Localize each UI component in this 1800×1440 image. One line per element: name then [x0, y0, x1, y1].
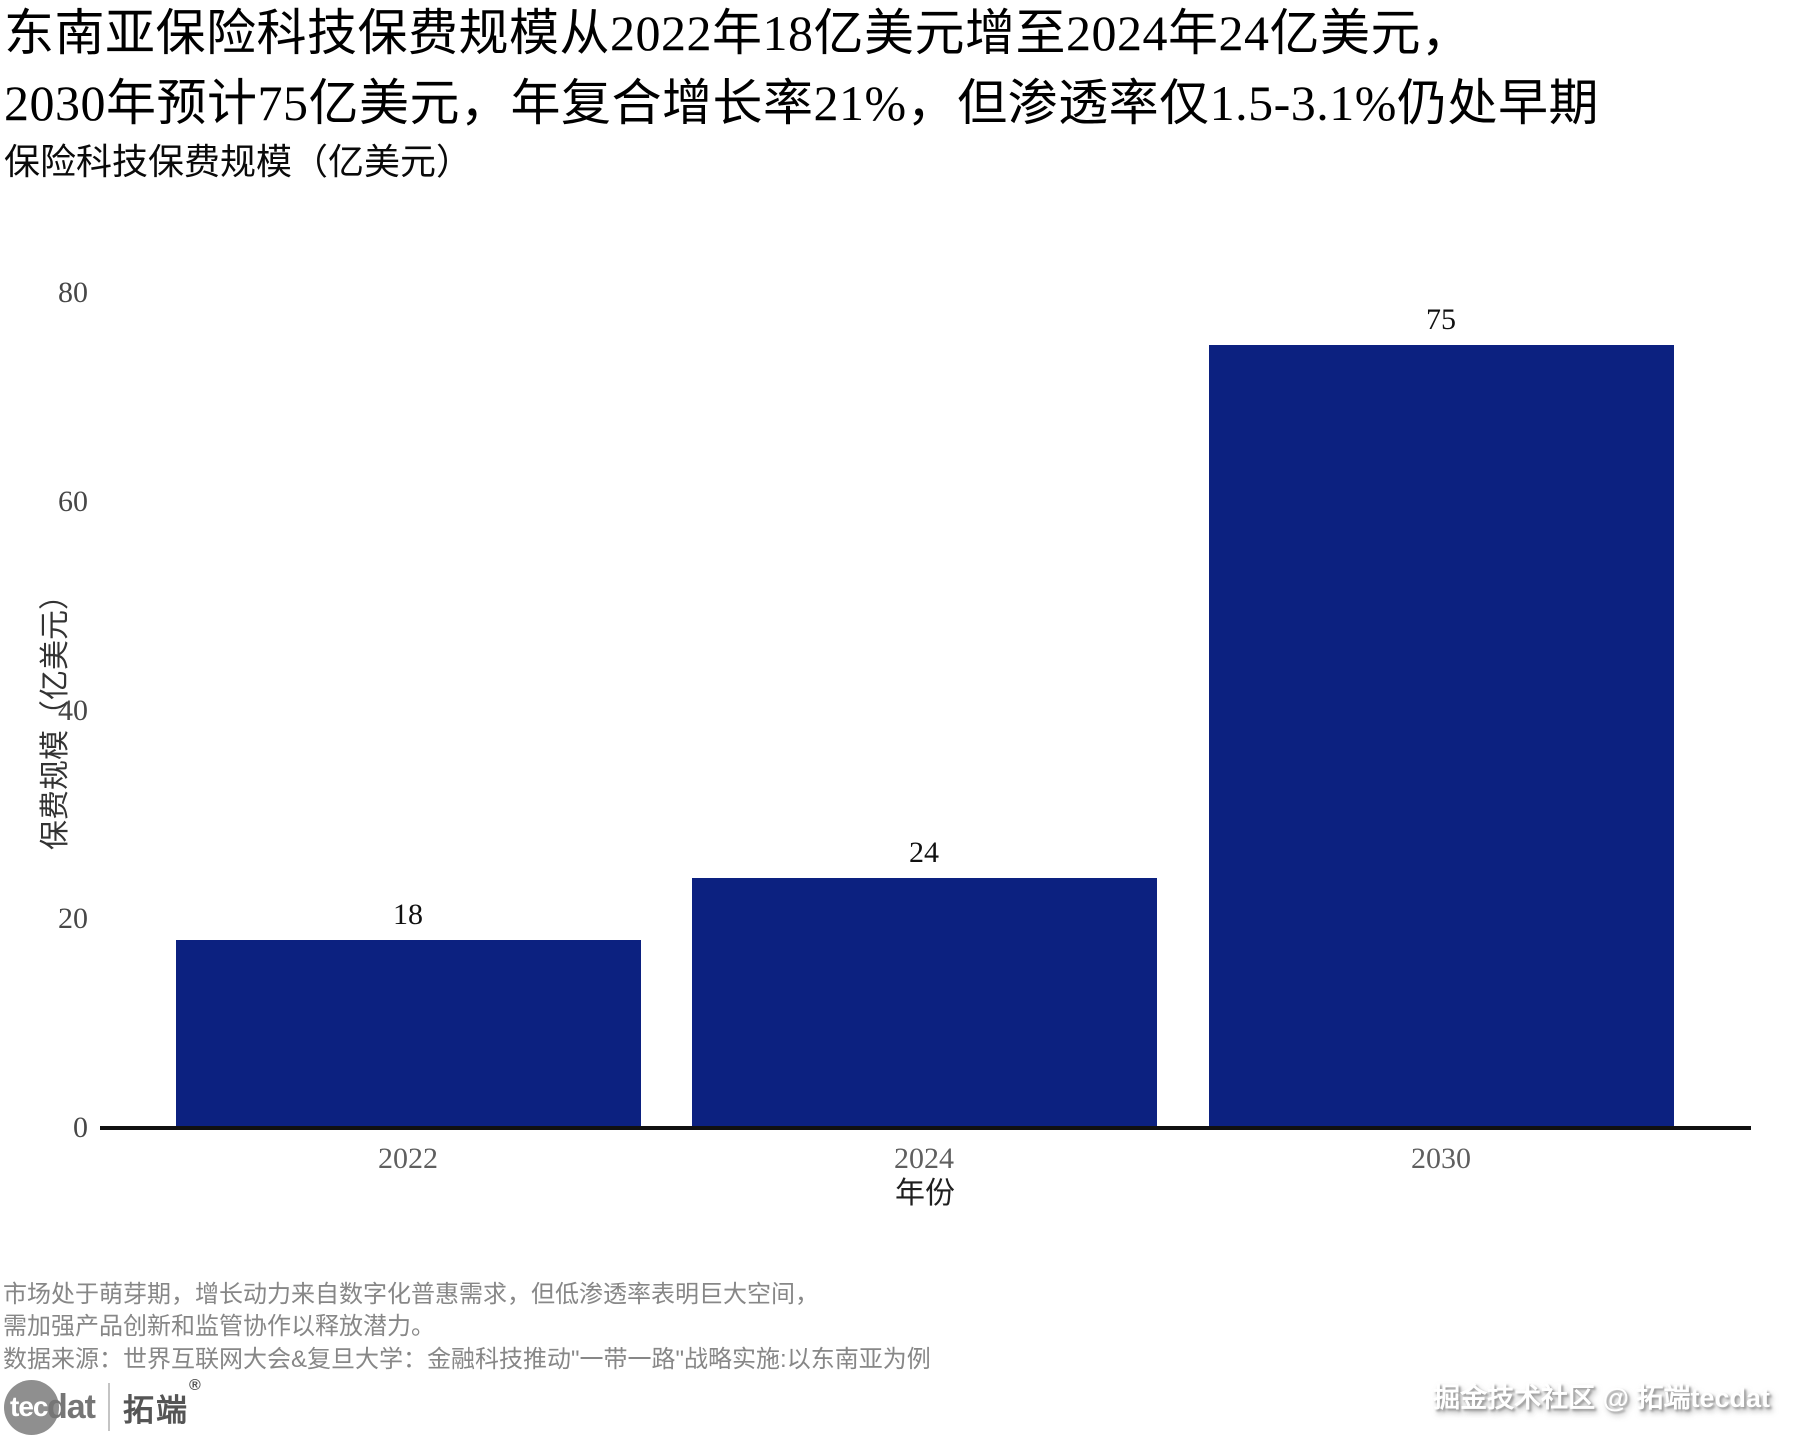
chart-headline-line2: 2030年预计75亿美元，年复合增长率21%，但渗透率仅1.5-3.1%仍处早期 [4, 75, 1599, 131]
x-axis-line [100, 1126, 1751, 1130]
registered-trademark-icon: ® [189, 1376, 203, 1394]
logo-circle-icon: tec [4, 1379, 59, 1435]
y-tick-label: 20 [58, 902, 88, 936]
bar-value-label: 75 [1426, 303, 1456, 337]
bar-2030 [1208, 345, 1674, 1128]
bar-2024 [691, 877, 1157, 1128]
x-tick-label: 2022 [378, 1142, 438, 1175]
x-tick-label: 2024 [894, 1142, 954, 1175]
x-tick-label: 2030 [1411, 1142, 1471, 1175]
footer-note-line1: 市场处于萌芽期，增长动力来自数字化普惠需求，但低渗透率表明巨大空间， [3, 1281, 819, 1308]
logo-chinese-text: 拓端® [123, 1377, 203, 1430]
logo-cn-label: 拓端 [123, 1392, 189, 1428]
y-tick-label: 60 [58, 484, 88, 518]
y-axis-ticks: 0 20 40 60 80 [0, 278, 88, 1143]
y-tick-label: 80 [58, 276, 88, 309]
bar-value-label: 18 [393, 898, 423, 932]
data-source-note: 数据来源：世界互联网大会&复旦大学：金融科技推动"一带一路"战略实施:以东南亚为… [3, 1346, 931, 1373]
y-tick-label: 0 [73, 1111, 88, 1144]
footer-note-line2: 需加强产品创新和监管协作以释放潜力。 [3, 1313, 435, 1340]
tecdat-logo: tec dat 拓端® [4, 1377, 203, 1436]
plot-area: 18 2022 24 2024 75 2030 [100, 293, 1751, 1175]
chart-subtitle: 保险科技保费规模（亿美元） [4, 142, 473, 182]
logo-divider [108, 1383, 110, 1431]
y-tick-label: 40 [58, 693, 88, 727]
x-axis-title: 年份 [895, 1177, 955, 1210]
chart-headline-line1: 东南亚保险科技保费规模从2022年18亿美元增至2024年24亿美元， [4, 5, 1472, 61]
watermark: 掘金技术社区 @ 拓端tecdat [1433, 1383, 1770, 1413]
logo-dat-text: dat [47, 1387, 96, 1426]
bar-2022 [175, 940, 641, 1128]
bar-value-label: 24 [909, 835, 939, 869]
logo-tec-text: tec [10, 1391, 48, 1422]
